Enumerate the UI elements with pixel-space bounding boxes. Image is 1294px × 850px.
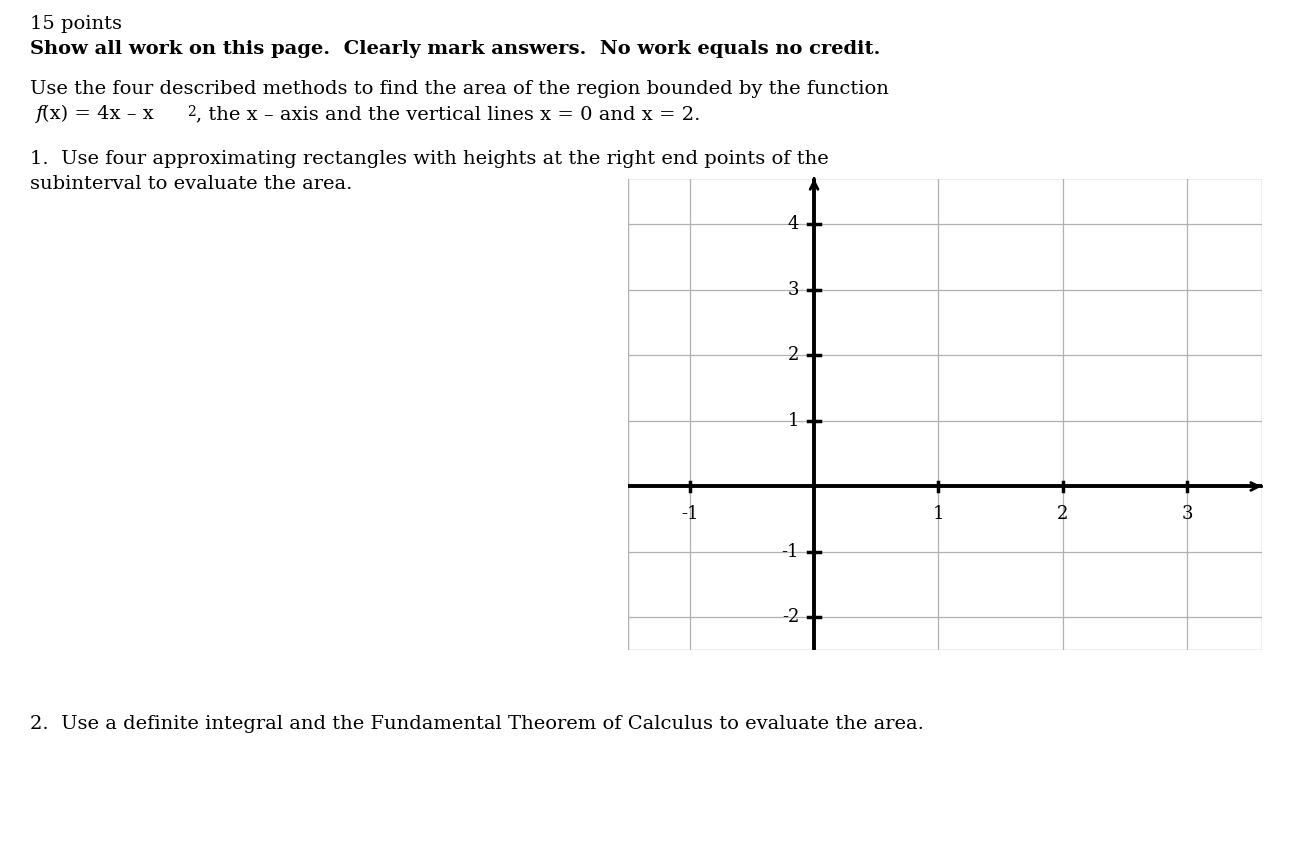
Text: 15 points: 15 points xyxy=(30,15,122,33)
Text: 2: 2 xyxy=(788,347,800,365)
Text: , the x – axis and the vertical lines x = 0 and x = 2.: , the x – axis and the vertical lines x … xyxy=(195,105,700,123)
Text: 3: 3 xyxy=(1181,505,1193,523)
Text: (x) = 4x – x: (x) = 4x – x xyxy=(41,105,154,123)
Text: 1: 1 xyxy=(788,412,800,430)
Text: f: f xyxy=(30,105,44,123)
Text: 2.  Use a definite integral and the Fundamental Theorem of Calculus to evaluate : 2. Use a definite integral and the Funda… xyxy=(30,715,924,733)
Text: -2: -2 xyxy=(782,609,800,626)
Text: -1: -1 xyxy=(681,505,699,523)
Text: 1.  Use four approximating rectangles with heights at the right end points of th: 1. Use four approximating rectangles wit… xyxy=(30,150,828,168)
Text: 2: 2 xyxy=(188,105,195,119)
Text: 1: 1 xyxy=(933,505,945,523)
Text: 4: 4 xyxy=(788,215,800,234)
Text: 3: 3 xyxy=(788,280,800,299)
Text: -1: -1 xyxy=(782,543,800,561)
Text: Use the four described methods to find the area of the region bounded by the fun: Use the four described methods to find t… xyxy=(30,80,889,98)
Text: subinterval to evaluate the area.: subinterval to evaluate the area. xyxy=(30,175,352,193)
Text: Show all work on this page.  Clearly mark answers.  No work equals no credit.: Show all work on this page. Clearly mark… xyxy=(30,40,880,58)
Text: 2: 2 xyxy=(1057,505,1069,523)
